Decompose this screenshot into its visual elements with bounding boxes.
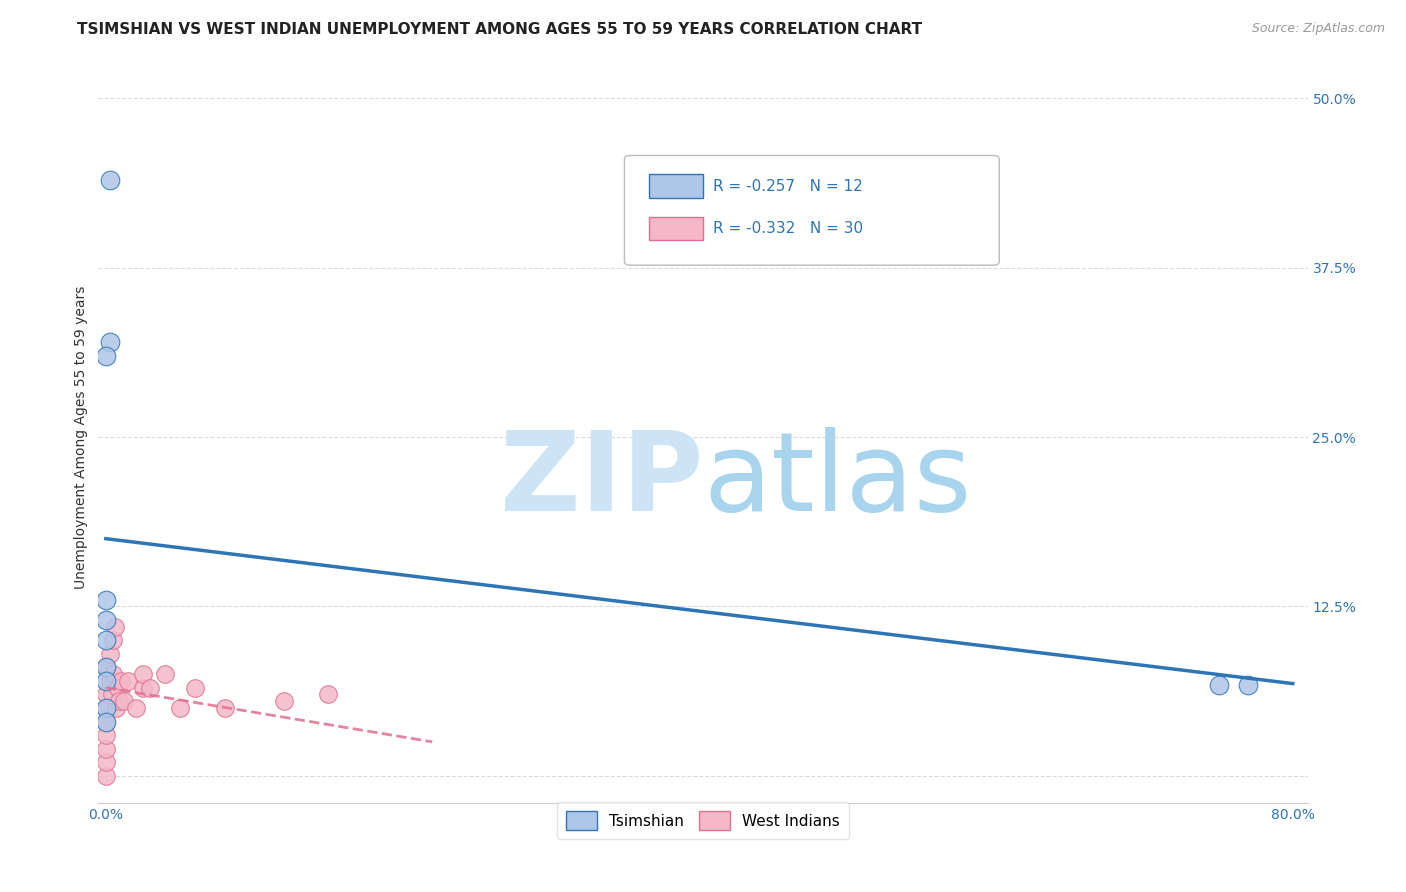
Point (214, 701, 236, 715)
Point (98, 172, 121, 186)
Point (94, 592, 117, 607)
Point (98, 673, 121, 688)
Point (103, 667, 125, 681)
Point (105, 701, 128, 715)
Point (108, 694, 131, 708)
Point (1237, 678, 1260, 692)
Point (107, 681, 129, 695)
Point (94, 741, 117, 756)
Point (318, 688, 340, 702)
Text: atlas: atlas (703, 427, 972, 534)
Point (94, 701, 117, 715)
Point (110, 673, 132, 688)
Point (112, 694, 135, 708)
Text: R = -0.332   N = 30: R = -0.332 N = 30 (713, 221, 863, 236)
Point (98, 647, 121, 661)
Point (94, 728, 117, 742)
Text: ZIP: ZIP (499, 427, 703, 534)
Text: TSIMSHIAN VS WEST INDIAN UNEMPLOYMENT AMONG AGES 55 TO 59 YEARS CORRELATION CHAR: TSIMSHIAN VS WEST INDIAN UNEMPLOYMENT AM… (77, 22, 922, 37)
Y-axis label: Unemployment Among Ages 55 to 59 years: Unemployment Among Ages 55 to 59 years (75, 285, 89, 589)
Point (98, 335, 121, 350)
Point (273, 694, 295, 708)
Text: Source: ZipAtlas.com: Source: ZipAtlas.com (1251, 22, 1385, 36)
Text: R = -0.257   N = 12: R = -0.257 N = 12 (713, 178, 862, 194)
Point (132, 667, 155, 681)
Point (94, 660, 117, 674)
Point (117, 673, 139, 688)
FancyBboxPatch shape (624, 155, 1000, 265)
Point (94, 688, 117, 702)
Point (94, 633, 117, 648)
Point (94, 714, 117, 729)
Point (94, 660, 117, 674)
Point (169, 701, 191, 715)
Point (94, 755, 117, 769)
Point (124, 701, 146, 715)
FancyBboxPatch shape (648, 217, 703, 240)
Point (132, 681, 155, 695)
Point (104, 620, 127, 634)
FancyBboxPatch shape (648, 175, 703, 198)
Point (94, 673, 117, 688)
Point (94, 701, 117, 715)
Point (94, 613, 117, 627)
Point (94, 349, 117, 363)
Point (139, 681, 162, 695)
Point (94, 769, 117, 783)
Legend: Tsimshian, West Indians: Tsimshian, West Indians (557, 802, 849, 839)
Point (184, 681, 207, 695)
Point (153, 667, 176, 681)
Point (1208, 678, 1230, 692)
Point (103, 633, 125, 648)
Point (100, 688, 122, 702)
Point (94, 714, 117, 729)
